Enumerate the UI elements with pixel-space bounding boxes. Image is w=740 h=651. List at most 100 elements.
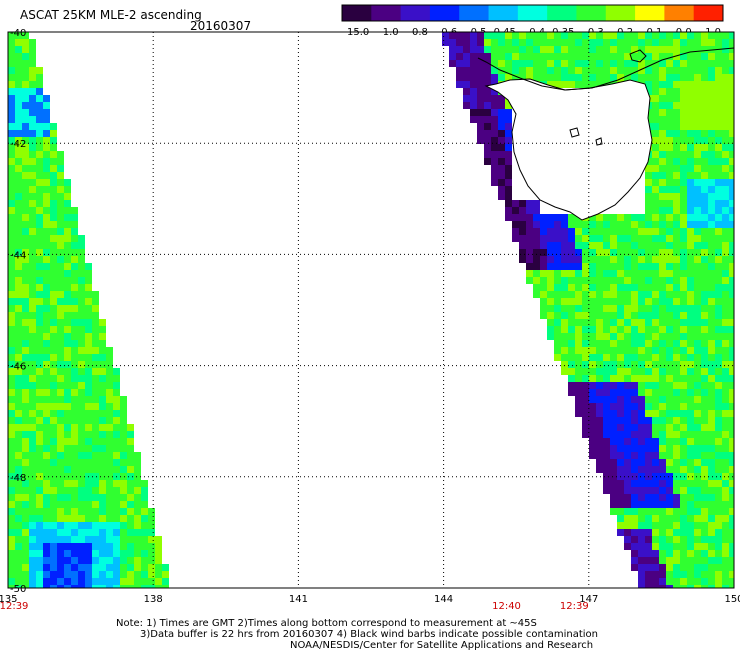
swath-pixel [85, 340, 92, 347]
swath-pixel [680, 396, 687, 403]
swath-pixel [71, 529, 78, 536]
swath-pixel [36, 375, 43, 382]
swath-pixel [701, 193, 708, 200]
swath-pixel [596, 277, 603, 284]
swath-pixel [120, 550, 127, 557]
swath-pixel [50, 312, 57, 319]
swath-pixel [659, 151, 666, 158]
swath-pixel [666, 466, 673, 473]
swath-pixel [652, 123, 659, 130]
swath-pixel [477, 88, 484, 95]
swath-pixel [141, 550, 148, 557]
swath-pixel [708, 347, 715, 354]
swath-pixel [547, 235, 554, 242]
colorbar-block [488, 5, 519, 21]
swath-pixel [708, 396, 715, 403]
swath-pixel [603, 361, 610, 368]
swath-pixel [652, 67, 659, 74]
swath-pixel [638, 564, 645, 571]
swath-pixel [141, 494, 148, 501]
swath-pixel [701, 88, 708, 95]
swath-pixel [85, 550, 92, 557]
swath-pixel [470, 67, 477, 74]
swath-pixel [540, 221, 547, 228]
swath-pixel [666, 410, 673, 417]
swath-pixel [547, 32, 554, 39]
swath-pixel [64, 585, 71, 588]
swath-pixel [120, 480, 127, 487]
swath-pixel [680, 340, 687, 347]
swath-pixel [687, 550, 694, 557]
swath-pixel [666, 74, 673, 81]
swath-pixel [526, 39, 533, 46]
swath-pixel [715, 193, 722, 200]
swath-pixel [106, 543, 113, 550]
swath-pixel [43, 410, 50, 417]
swath-pixel [36, 207, 43, 214]
swath-pixel [498, 60, 505, 67]
swath-pixel [8, 67, 15, 74]
swath-pixel [701, 102, 708, 109]
swath-pixel [8, 417, 15, 424]
swath-pixel [729, 95, 734, 102]
swath-pixel [50, 564, 57, 571]
time-label: 12:40 [492, 601, 521, 612]
swath-pixel [568, 361, 575, 368]
swath-pixel [701, 382, 708, 389]
swath-pixel [540, 305, 547, 312]
swath-pixel [155, 536, 162, 543]
swath-pixel [29, 186, 36, 193]
swath-pixel [638, 550, 645, 557]
swath-pixel [22, 459, 29, 466]
swath-pixel [638, 53, 645, 60]
swath-pixel [526, 228, 533, 235]
swath-pixel [638, 291, 645, 298]
swath-pixel [624, 536, 631, 543]
swath-pixel [680, 186, 687, 193]
swath-pixel [673, 389, 680, 396]
swath-pixel [43, 221, 50, 228]
swath-pixel [78, 550, 85, 557]
swath-pixel [127, 438, 134, 445]
swath-pixel [43, 263, 50, 270]
swath-pixel [22, 396, 29, 403]
swath-pixel [50, 543, 57, 550]
swath-pixel [64, 438, 71, 445]
swath-pixel [666, 445, 673, 452]
swath-pixel [701, 179, 708, 186]
swath-pixel [8, 578, 15, 585]
swath-pixel [8, 95, 15, 102]
swath-pixel [92, 536, 99, 543]
swath-pixel [43, 480, 50, 487]
swath-pixel [722, 452, 729, 459]
swath-pixel [533, 200, 540, 207]
swath-pixel [659, 144, 666, 151]
swath-pixel [708, 480, 715, 487]
swath-pixel [526, 277, 533, 284]
swath-pixel [134, 585, 141, 588]
swath-pixel [645, 200, 652, 207]
swath-pixel [680, 515, 687, 522]
swath-pixel [71, 410, 78, 417]
swath-pixel [575, 291, 582, 298]
swath-pixel [92, 508, 99, 515]
swath-pixel [631, 354, 638, 361]
swath-pixel [603, 396, 610, 403]
swath-pixel [78, 529, 85, 536]
swath-pixel [666, 333, 673, 340]
swath-pixel [694, 515, 701, 522]
swath-pixel [22, 291, 29, 298]
swath-pixel [666, 102, 673, 109]
swath-pixel [85, 319, 92, 326]
swath-pixel [722, 151, 729, 158]
swath-pixel [603, 431, 610, 438]
swath-pixel [22, 214, 29, 221]
swath-pixel [64, 270, 71, 277]
swath-pixel [29, 130, 36, 137]
swath-pixel [484, 53, 491, 60]
swath-pixel [582, 382, 589, 389]
swath-pixel [512, 235, 519, 242]
swath-pixel [533, 214, 540, 221]
swath-pixel [631, 445, 638, 452]
swath-pixel [99, 487, 106, 494]
